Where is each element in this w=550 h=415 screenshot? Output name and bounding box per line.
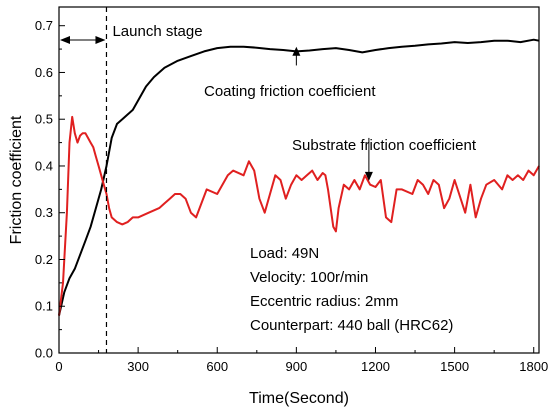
launch-stage-arrowhead-left (60, 36, 70, 44)
y-tick-label: 0.0 (35, 346, 53, 361)
x-tick-label: 0 (55, 359, 62, 374)
y-axis-title: Friction coefficient (8, 115, 25, 244)
y-tick-label: 0.1 (35, 299, 53, 314)
condition-eccentric-radius: Eccentric radius: 2mm (250, 293, 398, 310)
y-tick-label: 0.5 (35, 112, 53, 127)
coating-annotation-label: Coating friction coefficient (204, 83, 376, 100)
x-tick-label: 300 (127, 359, 149, 374)
annotations: Launch stage Coating friction coefficien… (60, 7, 477, 353)
substrate-annotation-label: Substrate friction coefficient (292, 137, 477, 154)
condition-counterpart: Counterpart: 440 ball (HRC62) (250, 317, 453, 334)
x-tick-label: 600 (206, 359, 228, 374)
y-tick-label: 0.2 (35, 252, 53, 267)
y-tick-label: 0.4 (35, 158, 53, 173)
x-tick-label: 1500 (440, 359, 469, 374)
x-axis-ticks: 0 300 600 900 1200 1500 1800 (55, 347, 548, 374)
y-tick-label: 0.3 (35, 205, 53, 220)
x-tick-label: 1200 (361, 359, 390, 374)
condition-velocity: Velocity: 100r/min (250, 269, 368, 286)
launch-stage-label: Launch stage (112, 23, 202, 40)
x-tick-label: 900 (286, 359, 308, 374)
x-axis-title: Time(Second) (249, 390, 349, 407)
y-tick-label: 0.6 (35, 65, 53, 80)
y-tick-label: 0.7 (35, 18, 53, 33)
condition-load: Load: 49N (250, 245, 319, 262)
launch-stage-arrowhead-right (95, 36, 105, 44)
x-tick-label: 1800 (519, 359, 548, 374)
